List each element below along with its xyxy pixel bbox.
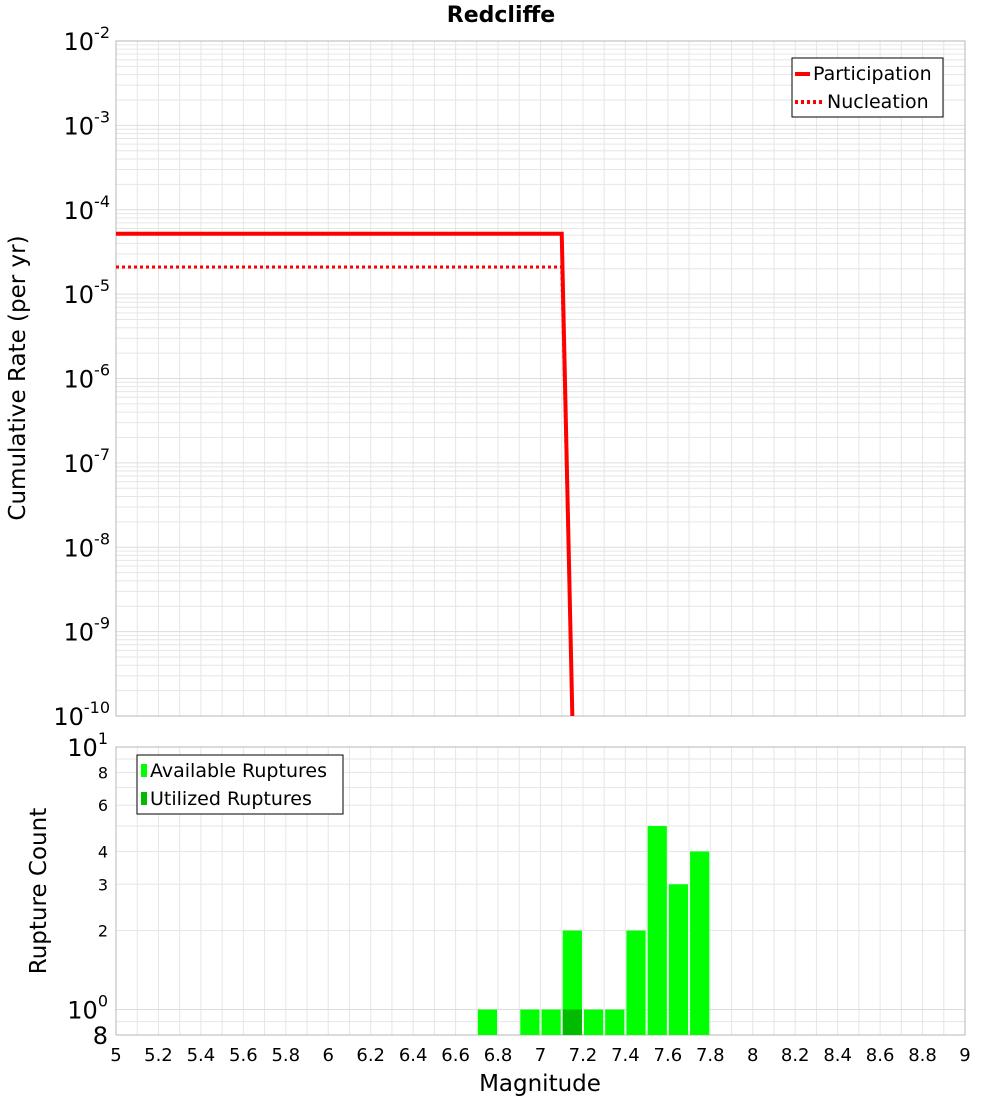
available-ruptures-bar [605,1009,625,1035]
top-y-tick-label: 10-2 [64,23,111,56]
bottom-x-tick-label: 7 [535,1045,546,1066]
bottom-bars [477,826,710,1035]
chart-title: Redcliffe [447,3,555,28]
nucleation-series-line [116,265,574,717]
top-legend: Participation Nucleation [791,57,944,118]
bottom-y-tick-label: 8 [98,763,108,782]
bottom-y-tick-label: 8 [93,1022,108,1050]
bottom-x-tick-label: 7.2 [569,1045,598,1066]
bottom-y-tick-label: 101 [67,729,108,762]
bottom-x-tick-label: 6 [323,1045,334,1066]
bottom-y-tick-label: 6 [98,796,108,815]
bottom-x-tick-label: 5.8 [271,1045,300,1066]
utilized-ruptures-legend-label: Utilized Ruptures [150,788,312,810]
bottom-x-tick-label: 7.4 [611,1045,640,1066]
bottom-y-tick-label: 3 [98,875,108,894]
bottom-x-tick-label: 6.6 [441,1045,470,1066]
available-ruptures-bar [668,884,689,1035]
bottom-legend-box [136,754,344,815]
top-y-tick-label: 10-10 [53,698,110,731]
bottom-x-tick-label: 5 [110,1045,121,1066]
bottom-legend: Available Ruptures Utilized Ruptures [136,754,344,815]
bottom-x-tick-label: 9 [959,1045,970,1066]
bottom-y-tick-label: 4 [98,842,108,861]
bottom-x-tick-label: 6.8 [484,1045,513,1066]
bottom-x-tick-label: 8 [747,1045,758,1066]
top-series [116,231,575,717]
top-plot-frame [115,40,966,717]
bottom-x-tick-label: 8.6 [866,1045,895,1066]
top-y-tick-labels: 10-10 10-9 10-8 10-7 10-6 10-5 10-4 10-3 10-2 [53,23,110,731]
available-ruptures-bar [626,930,646,1035]
top-y-tick-label: 10-5 [64,276,111,309]
bottom-x-tick-labels: 5 5.2 5.4 5.6 5.8 6 6.2 6.4 6.6 6.8 7 7.2 7.4 7.6 7.8 8… [110,1045,970,1066]
top-y-tick-label: 10-6 [64,361,111,394]
top-y-tick-label: 10-9 [64,614,111,647]
top-y-tick-label: 10-8 [64,529,111,562]
available-ruptures-bar [690,851,710,1035]
available-ruptures-legend-label: Available Ruptures [150,760,327,782]
top-y-tick-label: 10-7 [64,445,111,478]
utilized-ruptures-bar [562,1009,582,1035]
top-y-axis-label: Cumulative Rate (per yr) [5,235,31,520]
utilized-ruptures-legend-swatch [141,792,147,805]
available-ruptures-bar [583,1009,604,1035]
top-y-tick-label: 10-3 [64,107,111,140]
bottom-x-tick-label: 6.4 [399,1045,428,1066]
bottom-x-tick-label: 7.6 [654,1045,683,1066]
available-ruptures-bar [520,1009,540,1035]
participation-series-line [116,231,575,717]
bottom-x-tick-label: 5.6 [229,1045,258,1066]
bottom-x-tick-label: 5.4 [187,1045,216,1066]
bottom-x-tick-label: 8.4 [823,1045,852,1066]
bottom-y-tick-label: 100 [67,992,108,1025]
bottom-x-tick-label: 8.8 [908,1045,937,1066]
available-ruptures-bar [647,826,667,1035]
available-ruptures-bar [477,1009,498,1035]
bottom-y-axis-label: Rupture Count [26,808,52,974]
bottom-x-tick-label: 5.2 [144,1045,173,1066]
bottom-x-axis-label: Magnitude [479,1071,601,1097]
bottom-y-tick-label: 2 [98,922,108,941]
available-ruptures-bar [562,930,582,1035]
available-ruptures-legend-swatch [141,764,147,777]
bottom-x-tick-label: 6.2 [356,1045,385,1066]
nucleation-legend-label: Nucleation [827,91,929,113]
bottom-x-tick-label: 7.8 [696,1045,725,1066]
top-grid [115,41,966,717]
top-legend-box [791,57,944,118]
bottom-plot-frame [115,746,966,1036]
bottom-x-tick-label: 8.2 [781,1045,810,1066]
participation-legend-label: Participation [813,63,932,85]
available-ruptures-bar [541,1009,561,1035]
top-y-tick-label: 10-4 [64,192,111,225]
